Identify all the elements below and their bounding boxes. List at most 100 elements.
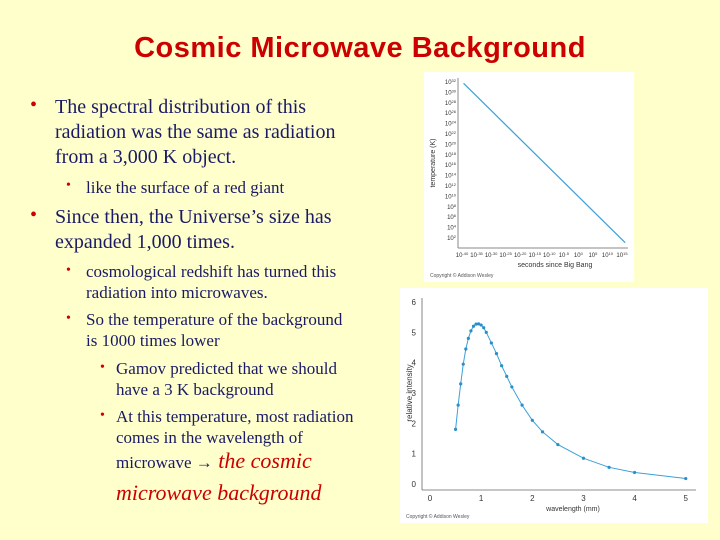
bullet-marker: • (100, 408, 105, 423)
y-tick-label: 102 (447, 234, 457, 242)
y-tick-label: 104 (447, 224, 457, 232)
spectrum-curve (455, 323, 686, 480)
y-tick-label: 1 (412, 450, 417, 459)
data-point (466, 336, 470, 340)
x-tick-label: 1 (479, 494, 484, 503)
bullet-marker: • (66, 311, 71, 326)
data-point (469, 329, 473, 333)
x-tick-label: 10-35 (470, 251, 483, 259)
x-tick-label: 2 (530, 494, 535, 503)
x-tick-label: 0 (428, 494, 433, 503)
data-point (461, 362, 465, 366)
x-tick-label: 3 (581, 494, 586, 503)
y-tick-label: 1026 (445, 109, 457, 117)
spectrum-chart: 0 1 2 3 4 5 6 0 1 2 3 4 5 wavelength (mm) relative int… (405, 298, 696, 520)
data-point (476, 322, 481, 326)
bullet-1-line-2: radiation was the same as radiation (55, 121, 336, 143)
highlight-microwave-background: microwave background (116, 480, 322, 505)
y-tick-label: 4 (412, 359, 417, 368)
x-tick-label: 1015 (616, 251, 628, 259)
bullet-3-sub-2-line-2: comes in the wavelength of (116, 428, 303, 447)
x-tick-label: 10-25 (499, 251, 512, 259)
bullet-2-sub-1-line-1: cosmological redshift has turned this (86, 262, 337, 281)
bullet-2-sub-2-line-2: is 1000 times lower (86, 331, 220, 350)
x-tick-label: 10-20 (514, 251, 527, 259)
bullet-marker: • (30, 204, 38, 226)
bullet-3-sub-2-line-3: microwave → the cosmic (116, 448, 312, 473)
y-tick-label: 1020 (445, 140, 457, 148)
bullet-3-sub-1-line-2: have a 3 K background (116, 380, 274, 399)
y-tick-label: 108 (447, 203, 457, 211)
data-point (479, 323, 483, 327)
data-point (540, 430, 545, 434)
bullet-2-line-2: expanded 1,000 times. (55, 231, 235, 253)
data-point (474, 322, 478, 326)
temperature-chart: 1032 1030 1028 1026 1024 1022 1020 1018 1016 1014… (430, 78, 628, 279)
y-tick-label: 1016 (445, 161, 457, 169)
y-tick-label: 1028 (445, 99, 457, 107)
data-point (456, 403, 460, 407)
bullet-2-line-1: Since then, the Universe’s size has (55, 206, 332, 228)
data-point (505, 374, 509, 378)
copyright-credit: Copyright © Addison Wesley (406, 513, 470, 520)
arrow-right-icon: → (195, 453, 213, 472)
bullet-1-line-1: The spectral distribution of this (55, 96, 307, 118)
highlight-cosmic: the cosmic (212, 448, 312, 473)
bullet-marker: • (100, 360, 105, 375)
y-tick-label: 1018 (445, 151, 457, 159)
bullet-3-sub-1-line-1: Gamov predicted that we should (116, 359, 337, 378)
y-axis-label: temperature (K) (430, 138, 437, 187)
data-point (500, 364, 504, 368)
x-tick-label: 10-5 (559, 251, 570, 259)
y-tick-label: 1010 (445, 192, 457, 200)
temperature-series-line (463, 82, 626, 244)
data-point (684, 476, 688, 481)
x-tick-label: 1010 (602, 251, 614, 259)
data-point (581, 456, 586, 460)
y-tick-label: 3 (412, 389, 417, 398)
x-tick-label: 10-40 (456, 251, 469, 259)
data-point (510, 385, 514, 389)
x-tick-label: 105 (588, 251, 598, 259)
copyright-credit: Copyright © Addison Wesley (430, 272, 494, 279)
data-point (607, 465, 611, 469)
x-axis-label: wavelength (mm) (545, 506, 600, 513)
bullet-marker: • (30, 94, 38, 116)
bullet-1-line-3: from a 3,000 K object. (55, 146, 237, 168)
y-tick-label: 106 (447, 213, 457, 221)
x-tick-label: 5 (684, 494, 689, 503)
y-tick-label: 1012 (445, 182, 457, 190)
data-point (482, 326, 486, 330)
data-point (494, 351, 499, 356)
y-tick-label: 1022 (445, 130, 457, 138)
x-tick-label: 100 (574, 251, 584, 259)
data-point (459, 382, 463, 386)
bullet-1-sub: like the surface of a red giant (86, 178, 285, 197)
data-point (471, 324, 476, 328)
y-tick-label: 1032 (445, 78, 457, 86)
data-point (464, 347, 468, 351)
y-tick-label: 0 (412, 480, 417, 489)
x-axis-label: seconds since Big Bang (518, 262, 593, 269)
temperature-chart-panel: 1032 1030 1028 1026 1024 1022 1020 1018 1016 1014… (424, 72, 634, 282)
bullet-marker: • (66, 263, 71, 278)
text-microwave: microwave (116, 453, 196, 472)
y-axis-label: relative intensity (405, 364, 414, 421)
data-point (530, 418, 534, 422)
x-tick-label: 4 (632, 494, 637, 503)
data-point (556, 442, 560, 447)
slide-title: Cosmic Microwave Background (134, 32, 586, 64)
data-point (489, 341, 493, 345)
x-tick-label: 10-15 (528, 251, 541, 259)
y-tick-label: 5 (412, 328, 417, 337)
spectrum-chart-panel: 0 1 2 3 4 5 6 0 1 2 3 4 5 wavelength (mm) relative int… (400, 288, 708, 523)
y-tick-label: 1030 (445, 88, 457, 96)
data-point (484, 330, 488, 334)
data-point (453, 427, 458, 431)
bullet-marker: • (66, 178, 71, 193)
data-point (520, 403, 524, 407)
x-tick-label: 10-10 (543, 251, 556, 259)
y-tick-label: 1014 (445, 172, 457, 180)
x-tick-label: 10-30 (485, 251, 498, 259)
y-tick-label: 6 (412, 298, 417, 307)
